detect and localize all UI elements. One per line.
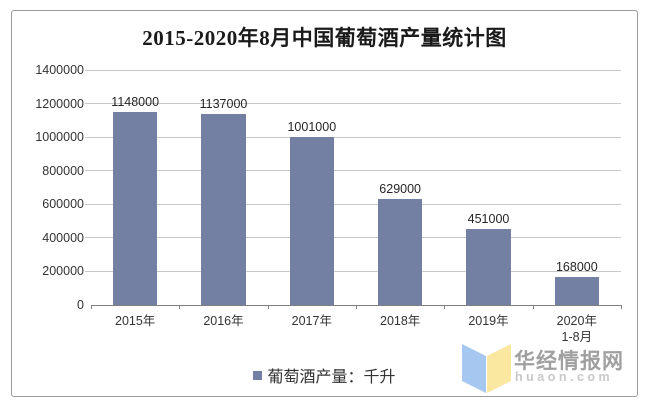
chart-title: 2015-2020年8月中国葡萄酒产量统计图: [142, 26, 507, 50]
x-tick-label: 2019年: [468, 314, 509, 328]
x-axis-labels: 2015年 2016年 2017年 2018年 2019年 2020年 1-8月: [91, 313, 621, 347]
x-axis-tick: [91, 305, 92, 309]
gridline: [85, 203, 621, 205]
bar-value-label: 451000: [467, 212, 510, 227]
bar-value-label: 629000: [379, 182, 422, 197]
y-tick-label: 1400000: [35, 63, 84, 77]
bar: [289, 136, 334, 305]
bar-value-label: 168000: [555, 259, 598, 274]
watermark-site-name: 华经情报网: [514, 350, 624, 373]
huaon-logo-icon: [462, 344, 511, 393]
bar: [466, 229, 511, 305]
legend-swatch-icon: [253, 370, 263, 380]
x-axis-tick: [444, 305, 445, 309]
legend: 葡萄酒产量：千升: [11, 364, 638, 386]
watermark-site-url: huaon.com: [515, 370, 614, 384]
y-tick-label: 800000: [42, 163, 84, 178]
bar: [554, 276, 599, 305]
gridline: [85, 69, 621, 71]
bar-value-label: 1137000: [199, 97, 248, 112]
x-axis-tick: [533, 305, 534, 309]
y-tick-label: 200000: [42, 264, 84, 279]
gridline: [85, 270, 621, 272]
bar: [113, 112, 158, 305]
x-axis-tick: [621, 305, 622, 309]
gridline: [85, 136, 621, 138]
gridline: [85, 170, 621, 172]
plot-area: 1148000 1137000 1001000 629000 451000 168000: [85, 69, 622, 309]
watermark: 华经情报网 huaon.com: [462, 343, 632, 393]
gridline: [85, 237, 621, 239]
y-tick-label: 400000: [42, 230, 84, 245]
y-tick-label: 0: [77, 298, 84, 312]
gridline: [85, 103, 621, 105]
x-axis-tick: [356, 305, 357, 309]
bar: [201, 114, 246, 305]
x-tick-label: 2015年: [115, 314, 156, 328]
y-tick-label: 1000000: [35, 130, 84, 145]
legend-label: 葡萄酒产量：千升: [267, 369, 396, 386]
bar-value-label: 1148000: [111, 95, 160, 110]
x-tick-label: 2020年 1-8月: [556, 314, 597, 344]
x-axis-tick: [268, 305, 269, 309]
y-tick-label: 600000: [42, 197, 84, 212]
x-tick-label: 2017年: [291, 314, 332, 328]
bar-value-label: 1001000: [287, 119, 337, 134]
y-tick-label: 1200000: [35, 96, 84, 111]
x-tick-label: 2018年: [380, 314, 421, 328]
x-tick-label: 2016年: [203, 314, 244, 328]
x-axis-tick: [179, 305, 180, 309]
bar: [378, 199, 423, 305]
